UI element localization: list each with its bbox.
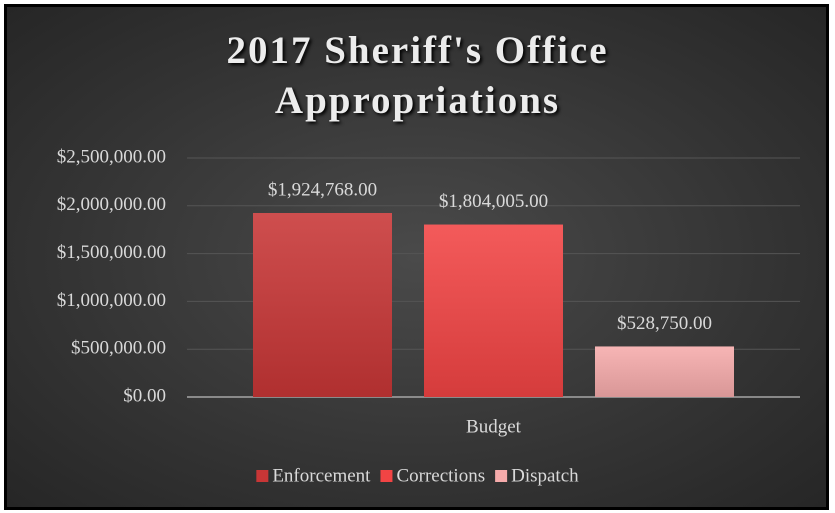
value-label: $1,804,005.00 <box>439 191 548 212</box>
y-tick-label: $500,000.00 <box>71 338 166 359</box>
x-tick-label: Budget <box>466 416 522 437</box>
legend-swatch <box>380 470 393 482</box>
legend-label: Corrections <box>396 465 485 486</box>
chart-background <box>4 4 829 510</box>
bar <box>424 224 563 397</box>
bar <box>595 346 734 397</box>
y-tick-label: $0.00 <box>123 385 166 406</box>
y-tick-label: $1,000,000.00 <box>57 290 166 311</box>
title-box: 2017 Sheriff's Office Appropriations <box>0 26 835 126</box>
value-label: $1,924,768.00 <box>268 179 377 200</box>
legend-swatch <box>495 470 508 482</box>
y-tick-label: $1,500,000.00 <box>57 242 166 263</box>
legend-label: Dispatch <box>511 465 579 486</box>
legend-label: Enforcement <box>272 465 371 486</box>
legend-swatch <box>256 470 269 482</box>
y-tick-label: $2,000,000.00 <box>57 194 166 215</box>
bar <box>253 212 392 397</box>
value-label: $528,750.00 <box>617 313 712 334</box>
chart-title: 2017 Sheriff's Office Appropriations <box>226 29 609 122</box>
y-tick-label: $2,500,000.00 <box>57 146 166 167</box>
